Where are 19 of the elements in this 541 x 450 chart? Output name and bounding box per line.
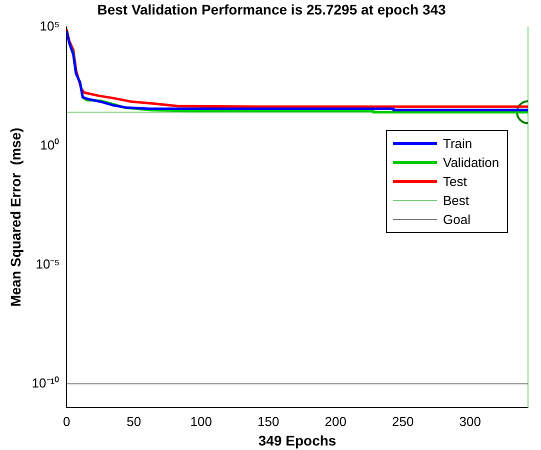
- x-tick-label: 100: [190, 414, 212, 429]
- legend-label: Validation: [443, 154, 500, 172]
- y-tick-label: 10⁻¹⁰: [32, 375, 60, 390]
- y-tick-label: 10⁰: [40, 137, 60, 152]
- x-tick-label: 250: [392, 414, 414, 429]
- legend-label: Train: [443, 134, 472, 153]
- y-tick-label: 10⁵: [40, 18, 60, 34]
- x-tick-label: 150: [258, 414, 280, 429]
- x-tick-label: 300: [459, 414, 482, 429]
- y-tick-label: 10⁻⁵: [36, 256, 60, 272]
- x-tick-label: 0: [62, 414, 70, 429]
- y-axis-title: Mean Squared Error (mse): [7, 128, 24, 307]
- legend-label: Test: [443, 172, 467, 191]
- x-tick-label: 200: [324, 414, 346, 429]
- x-tick-label: 50: [126, 414, 142, 429]
- x-axis-title: 349 Epochs: [258, 432, 336, 448]
- legend-label: Best: [443, 192, 470, 210]
- legend-label: Goal: [443, 210, 470, 229]
- chart-title: Best Validation Performance is 25.7295 at epoch 343: [97, 1, 446, 18]
